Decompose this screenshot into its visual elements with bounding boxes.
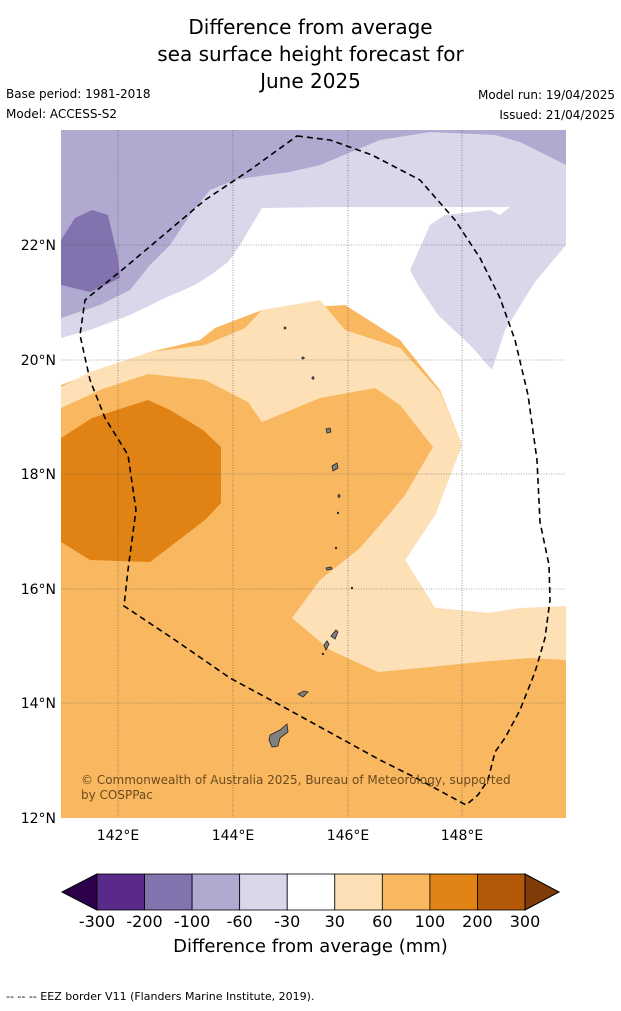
colorbar-tick-label: 100	[415, 912, 446, 931]
model-name: Model: ACCESS-S2	[6, 107, 118, 121]
lat-tick-label: 12°N	[21, 811, 56, 827]
band-minus-100-60	[61, 130, 566, 318]
colorbar-extend-low	[60, 873, 98, 911]
lon-tick-label: 146°E	[327, 828, 370, 844]
islands	[268, 326, 354, 748]
colorbar-tick-label: 60	[372, 912, 392, 931]
lat-tick-label: 22°N	[21, 238, 56, 254]
band-100-200	[61, 400, 221, 562]
title-line-2: sea surface height forecast for	[157, 42, 464, 66]
lat-tick-label: 16°N	[21, 582, 56, 598]
band-30-60	[61, 300, 566, 672]
lat-tick-label: 20°N	[21, 353, 56, 369]
lon-tick-label: 148°E	[441, 828, 484, 844]
colorbar-swatch	[477, 873, 526, 911]
colorbar-tick-label: 200	[462, 912, 493, 931]
credit-line-1: © Commonwealth of Australia 2025, Bureau…	[81, 773, 511, 787]
colorbar-swatch	[381, 873, 431, 911]
band-minus-200-100	[61, 210, 120, 292]
colorbar-swatch	[96, 873, 145, 911]
colorbar-swatch	[429, 873, 478, 911]
colorbar-tick-label: -30	[274, 912, 300, 931]
colorbar-tick-label: -200	[126, 912, 162, 931]
colorbar-tick-label: -300	[79, 912, 115, 931]
lat-tick-label: 18°N	[21, 467, 56, 483]
colorbar-tick-label: -100	[174, 912, 210, 931]
colorbar-title: Difference from average (mm)	[173, 936, 448, 957]
issued-date: Issued: 21/04/2025	[499, 108, 615, 122]
credit-line-2: by COSPPac	[81, 788, 153, 802]
lon-tick-label: 144°E	[212, 828, 255, 844]
map-gridlines	[61, 130, 566, 818]
model-run: Model run: 19/04/2025	[477, 88, 615, 102]
colorbar-tick-label: 300	[510, 912, 541, 931]
colorbar-tick-label: 30	[325, 912, 345, 931]
lat-tick-labels: 22°N 20°N 18°N 16°N 14°N 12°N	[21, 238, 56, 827]
title-line-3: June 2025	[260, 69, 361, 93]
lat-tick-label: 14°N	[21, 696, 56, 712]
lon-tick-labels: 142°E 144°E 146°E 148°E	[97, 828, 484, 844]
colorbar-swatch	[334, 873, 383, 911]
chart-title: Difference from average sea surface heig…	[0, 14, 621, 95]
colorbar-swatch	[144, 873, 193, 911]
colorbar-tick-label: -60	[227, 912, 253, 931]
colorbar-swatch	[191, 873, 241, 911]
eez-border	[79, 135, 551, 806]
title-line-1: Difference from average	[188, 15, 433, 39]
lon-tick-label: 142°E	[97, 828, 140, 844]
colorbar: -300 -200 -100 -60 -30 30 60 100 200 300	[60, 873, 561, 931]
base-period: Base period: 1981-2018	[6, 87, 151, 101]
colorbar-swatch	[286, 873, 336, 911]
eez-legend-note: -- -- -- EEZ border V11 (Flanders Marine…	[6, 990, 315, 1003]
colorbar-swatch	[239, 873, 288, 911]
colorbar-extend-high	[524, 873, 561, 911]
